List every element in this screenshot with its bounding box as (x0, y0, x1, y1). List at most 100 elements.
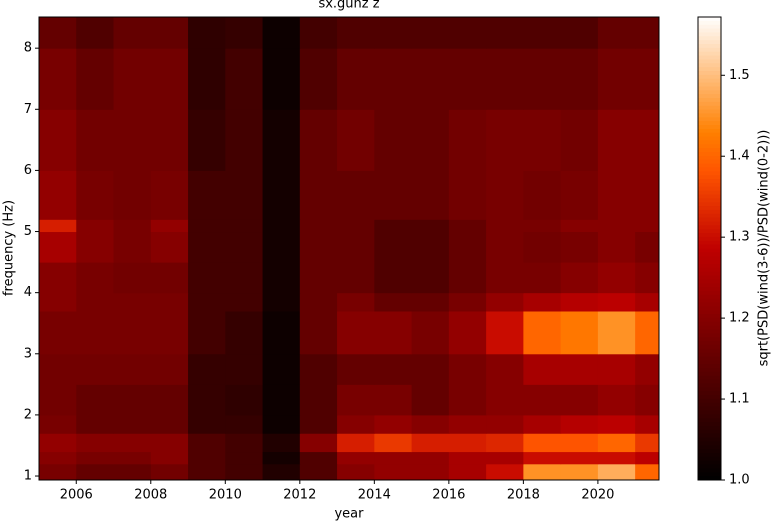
heatmap-cell (150, 231, 189, 263)
colorbar-gradient (698, 352, 721, 358)
heatmap-cell (262, 463, 301, 481)
colorbar-gradient (698, 28, 721, 33)
heatmap-cell (262, 17, 301, 49)
colorbar-gradient (698, 51, 721, 57)
x-axis-label: year (334, 507, 364, 522)
heatmap-cell (225, 463, 264, 481)
heatmap-cell (523, 463, 562, 481)
heatmap-cell (262, 433, 301, 453)
heatmap-cell (188, 109, 226, 171)
heatmap-cell (374, 451, 413, 465)
heatmap-cell (448, 170, 487, 220)
colorbar-gradient (698, 275, 721, 280)
heatmap-cell (150, 463, 189, 481)
heatmap-cell (523, 384, 562, 416)
heatmap-cell (39, 170, 77, 220)
heatmap-cell (635, 414, 660, 434)
colorbar-gradient (698, 117, 721, 122)
heatmap-cell (486, 384, 524, 416)
colorbar-gradient (698, 140, 721, 145)
colorbar-gradient (698, 67, 721, 72)
heatmap-cell (448, 433, 487, 453)
heatmap-cell (39, 463, 77, 481)
heatmap-cell (523, 353, 562, 385)
colorbar-gradient (698, 294, 721, 300)
colorbar-gradient (698, 152, 721, 157)
x-tick-label: 2010 (209, 488, 242, 503)
heatmap-cell (299, 463, 338, 481)
heatmap-cell (560, 109, 599, 171)
colorbar-gradient (698, 190, 721, 195)
heatmap-cell (299, 310, 338, 355)
heatmap-cell (560, 219, 599, 233)
colorbar-gradient (698, 171, 721, 176)
heatmap-cell (337, 310, 375, 355)
heatmap-cell (635, 170, 660, 220)
colorbar-tick-label: 1.0 (729, 473, 750, 488)
heatmap-cell (262, 48, 301, 110)
colorbar-gradient (698, 78, 721, 84)
colorbar-gradient (698, 341, 721, 346)
colorbar-gradient (698, 225, 721, 230)
heatmap-cell (560, 48, 599, 110)
heatmap-cell (113, 463, 152, 481)
heatmap-cell (262, 170, 301, 220)
heatmap-cell (523, 231, 562, 263)
y-tick-label: 4 (24, 285, 32, 300)
heatmap-cell (76, 219, 115, 233)
heatmap-cell (635, 433, 660, 453)
heatmap-cell (337, 48, 375, 110)
heatmap-cell (448, 310, 487, 355)
heatmap-cell (150, 48, 189, 110)
colorbar-gradient (698, 283, 721, 288)
heatmap-cell (597, 451, 636, 465)
heatmap-cell (150, 170, 189, 220)
heatmap-cell (448, 451, 487, 465)
heatmap-cell (188, 219, 226, 233)
heatmap-cell (39, 109, 77, 171)
heatmap-cell (448, 231, 487, 263)
heatmap-cell (374, 353, 413, 385)
heatmap-cell (635, 384, 660, 416)
heatmap-cell (411, 170, 450, 220)
heatmap-cell (486, 414, 524, 434)
colorbar-gradient (698, 175, 721, 180)
heatmap-cell (411, 310, 450, 355)
x-tick-label: 2020 (581, 488, 614, 503)
colorbar-gradient (698, 132, 721, 138)
heatmap-cell (635, 219, 660, 233)
heatmap-cell (188, 414, 226, 434)
colorbar-gradient (698, 472, 721, 477)
heatmap-cell (635, 292, 660, 312)
colorbar-gradient (698, 387, 721, 392)
heatmap-cell (76, 384, 115, 416)
colorbar-gradient (698, 105, 721, 111)
heatmap-cell (188, 231, 226, 263)
heatmap-cell (113, 170, 152, 220)
colorbar-gradient (698, 452, 721, 458)
y-tick-label: 6 (24, 163, 32, 178)
heatmap-cell (150, 262, 189, 294)
heatmap-cell (337, 292, 375, 312)
colorbar-gradient (698, 98, 721, 103)
heatmap-cell (150, 414, 189, 434)
colorbar-gradient (698, 391, 721, 396)
colorbar-gradient (698, 240, 721, 246)
heatmap-cell (635, 310, 660, 355)
colorbar-label: sqrt(PSD(wind(3-6))/PSD(wind(0-2))) (757, 130, 772, 367)
colorbar-gradient (698, 233, 721, 238)
heatmap-cell (76, 310, 115, 355)
colorbar-gradient (698, 445, 721, 450)
colorbar-gradient (698, 128, 721, 134)
heatmap-cell (523, 48, 562, 110)
heatmap-cell (374, 310, 413, 355)
colorbar-gradient (698, 325, 721, 331)
heatmap-cell (76, 262, 115, 294)
heatmap-cell (411, 219, 450, 233)
x-tick-label: 2016 (432, 488, 465, 503)
colorbar-gradient (698, 402, 721, 408)
heatmap-cell (597, 463, 636, 481)
colorbar-gradient (698, 17, 721, 22)
heatmap-cell (113, 219, 152, 233)
heatmap-cell (486, 109, 524, 171)
